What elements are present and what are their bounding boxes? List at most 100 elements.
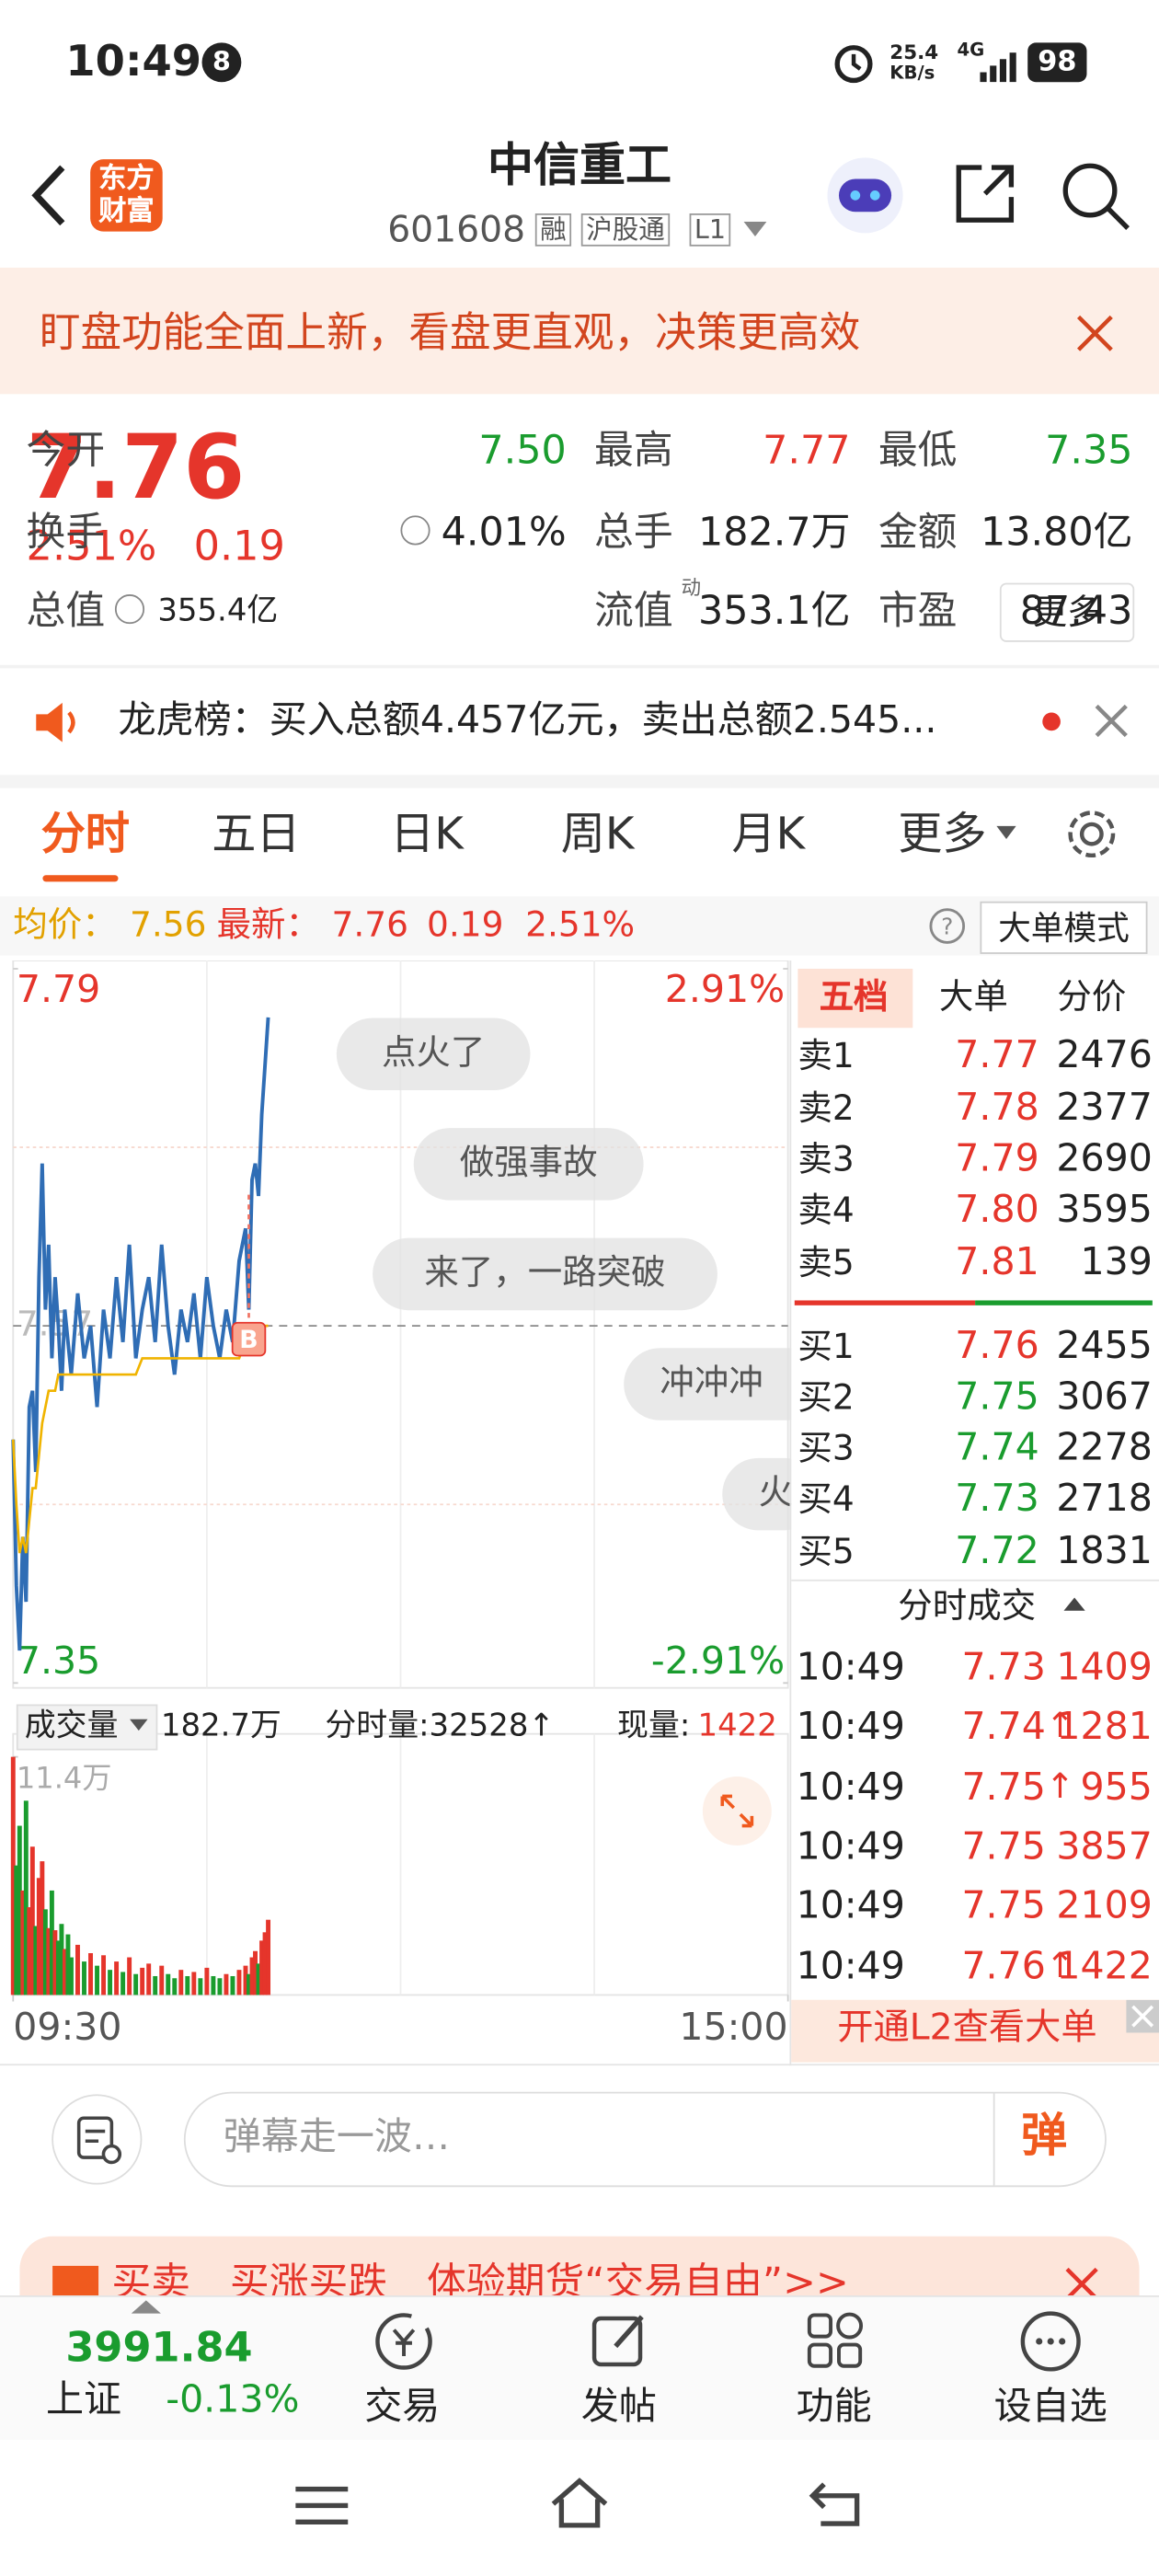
- banner-text[interactable]: 盯盘功能全面上新，看盘更直观，决策更高效: [39, 308, 861, 357]
- dropdown-icon[interactable]: [129, 1719, 148, 1732]
- mode-button[interactable]: 大单模式: [980, 901, 1148, 954]
- trade-time: 10:49: [796, 1884, 905, 1928]
- close-button[interactable]: [1073, 312, 1116, 354]
- status-network: 4G: [957, 39, 985, 62]
- nav-label[interactable]: 设自选: [993, 2386, 1107, 2429]
- dropdown-icon[interactable]: [996, 825, 1016, 841]
- more-button[interactable]: 更多: [999, 582, 1135, 642]
- volume-label[interactable]: 成交量: [24, 1708, 119, 1744]
- y-tick-label: 7.35: [17, 1639, 100, 1683]
- chart-tab[interactable]: 日K: [390, 809, 464, 861]
- change: 0.19: [193, 522, 285, 570]
- field-label: 市盈: [878, 587, 958, 634]
- chart-tab[interactable]: 分时: [40, 809, 130, 861]
- book-tab[interactable]: 五档: [819, 976, 889, 1017]
- danmaku-button[interactable]: 弹: [1021, 2108, 1068, 2163]
- ad-banner[interactable]: 买卖 买涨买跌 体验期货“交易自由”>>: [19, 2236, 1140, 2303]
- index-name[interactable]: 上证: [45, 2379, 122, 2422]
- index-value[interactable]: 3991.84: [65, 2323, 253, 2372]
- chart-tab[interactable]: 更多: [898, 809, 987, 861]
- danmaku-settings[interactable]: [50, 2092, 145, 2188]
- divider: [789, 960, 792, 2066]
- book-label: 买2: [798, 1377, 855, 1418]
- close-button[interactable]: [1126, 1999, 1159, 2033]
- share-icon[interactable]: [949, 157, 1022, 230]
- book-price: 7.74: [955, 1426, 1039, 1470]
- back-button[interactable]: [808, 2479, 866, 2529]
- volume-tick-label: 11.4万: [17, 1761, 112, 1796]
- system-nav: [0, 2440, 1159, 2575]
- notice-text[interactable]: 龙虎榜：买入总额4.457亿元，卖出总额2.545...: [118, 699, 937, 742]
- volume-bar: [75, 1944, 80, 1995]
- nav-label[interactable]: 发帖: [580, 2386, 657, 2429]
- robot-icon[interactable]: [824, 155, 906, 236]
- volume-bar: [127, 1957, 132, 1995]
- volume-bar: [65, 1934, 71, 1995]
- danmaku-bubble: [722, 1457, 792, 1531]
- book-price: 7.73: [955, 1478, 1039, 1521]
- close-button[interactable]: [1094, 703, 1130, 739]
- buy-bar: [975, 1300, 1153, 1305]
- l2-bar[interactable]: [791, 1999, 1159, 2063]
- field-value: 353.1亿: [697, 587, 851, 634]
- volume-bar: [46, 1927, 52, 1995]
- notice-dot: [1042, 712, 1061, 731]
- divider: [0, 775, 1159, 788]
- book-volume: 3067: [1056, 1375, 1153, 1419]
- chart-tab[interactable]: 五日: [212, 809, 301, 861]
- trade-volume: 1281: [1056, 1706, 1153, 1749]
- volume-bar: [247, 1973, 251, 1995]
- volume-bar: [20, 1890, 26, 1995]
- book-price: 7.78: [955, 1087, 1039, 1130]
- back-button[interactable]: [23, 161, 73, 230]
- volume-bar: [178, 1970, 184, 1995]
- volume-bar: [259, 1940, 264, 1995]
- status-speed-unit: KB/s: [889, 62, 935, 85]
- app-logo[interactable]: 东方财富: [90, 159, 163, 232]
- index-change[interactable]: -0.13%: [166, 2379, 300, 2422]
- volume-bar: [55, 1940, 61, 1995]
- book-volume: 2718: [1056, 1478, 1153, 1521]
- help-icon[interactable]: ?: [927, 906, 967, 946]
- watchlist-icon[interactable]: [1016, 2307, 1085, 2376]
- comment-placeholder[interactable]: 弹幕走一波…: [223, 2116, 451, 2159]
- nav-label[interactable]: 交易: [364, 2386, 441, 2429]
- post-icon[interactable]: [586, 2307, 655, 2376]
- trade-price: 7.74: [961, 1706, 1046, 1749]
- ad-text[interactable]: 买卖 买涨买跌 体验期货“交易自由”>>: [111, 2259, 849, 2303]
- sort-icon[interactable]: [1063, 1596, 1085, 1613]
- dropdown-icon[interactable]: [743, 221, 767, 238]
- expand-icon[interactable]: [717, 1791, 757, 1831]
- book-tab[interactable]: 分价: [1057, 976, 1127, 1017]
- info-icon: [400, 515, 430, 546]
- field-label: 最高: [594, 427, 673, 473]
- chart-tab[interactable]: 月K: [731, 809, 806, 861]
- volume-bar: [114, 1961, 120, 1995]
- trade-icon[interactable]: [370, 2307, 439, 2376]
- comment-input[interactable]: [183, 2091, 1107, 2188]
- danmaku-bubble: [624, 1348, 792, 1420]
- book-price: 7.76: [955, 1325, 1039, 1368]
- expand-button[interactable]: [702, 1777, 772, 1846]
- field-label: 流值: [594, 587, 673, 634]
- l2-text[interactable]: 开通L2查看大单: [837, 2007, 1097, 2050]
- book-price: 7.81: [955, 1241, 1039, 1284]
- function-icon[interactable]: [801, 2307, 870, 2376]
- search-icon[interactable]: [1057, 157, 1132, 233]
- menu-button[interactable]: [295, 2482, 349, 2528]
- price: 7.76: [26, 415, 246, 519]
- volume-bar: [262, 1932, 268, 1995]
- series-line: [11, 1017, 270, 1651]
- book-label: 卖4: [798, 1190, 855, 1230]
- settings-icon[interactable]: [1062, 805, 1121, 864]
- book-price: 7.77: [955, 1034, 1039, 1077]
- book-tab[interactable]: 大单: [938, 976, 1008, 1017]
- volume-bar: [204, 1967, 210, 1995]
- book-label: 买5: [798, 1532, 855, 1571]
- nav-label[interactable]: 功能: [796, 2386, 872, 2429]
- volume-selector[interactable]: [16, 1704, 158, 1751]
- chart-tab[interactable]: 周K: [560, 809, 635, 861]
- home-button[interactable]: [548, 2476, 611, 2532]
- field-label: 总值: [26, 587, 106, 634]
- buy-marker-box: [231, 1321, 267, 1357]
